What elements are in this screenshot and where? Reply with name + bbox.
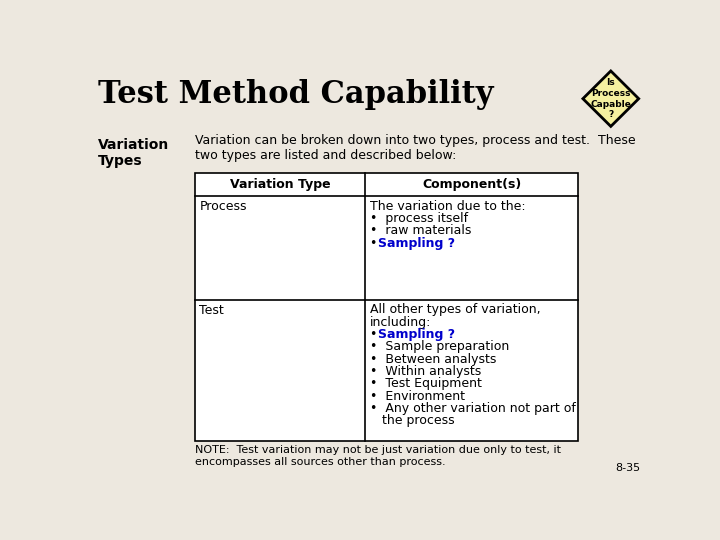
Text: Sampling ?: Sampling ? [378, 237, 456, 249]
Text: Test Method Capability: Test Method Capability [98, 78, 493, 110]
Text: •  Any other variation not part of: • Any other variation not part of [370, 402, 576, 415]
Bar [194, 173, 578, 441]
Text: •  Test Equipment: • Test Equipment [370, 377, 482, 390]
Text: •  process itself: • process itself [370, 212, 468, 225]
Text: Component(s): Component(s) [422, 178, 521, 191]
Text: The variation due to the:: The variation due to the: [370, 200, 526, 213]
Text: Variation
Types: Variation Types [98, 138, 169, 168]
Text: All other types of variation,: All other types of variation, [370, 303, 541, 316]
Text: Is
Process
Capable
?: Is Process Capable ? [590, 78, 631, 119]
Text: Process: Process [199, 200, 247, 213]
Text: including:: including: [370, 316, 431, 329]
Text: •: • [370, 328, 385, 341]
Text: Variation Type: Variation Type [230, 178, 330, 191]
Text: 8-35: 8-35 [615, 463, 640, 473]
Text: •: • [370, 237, 385, 249]
Text: •  Environment: • Environment [370, 390, 465, 403]
Text: Variation can be broken down into two types, process and test.  These
two types : Variation can be broken down into two ty… [194, 134, 635, 162]
Text: •  Within analysts: • Within analysts [370, 365, 481, 378]
Text: •  Between analysts: • Between analysts [370, 353, 496, 366]
Polygon shape [583, 71, 639, 126]
Text: •  raw materials: • raw materials [370, 224, 471, 237]
Text: •  Sample preparation: • Sample preparation [370, 340, 509, 354]
Text: the process: the process [370, 414, 454, 427]
Text: Test: Test [199, 304, 224, 318]
Text: Sampling ?: Sampling ? [378, 328, 456, 341]
Text: NOTE:  Test variation may not be just variation due only to test, it
encompasses: NOTE: Test variation may not be just var… [194, 445, 561, 467]
